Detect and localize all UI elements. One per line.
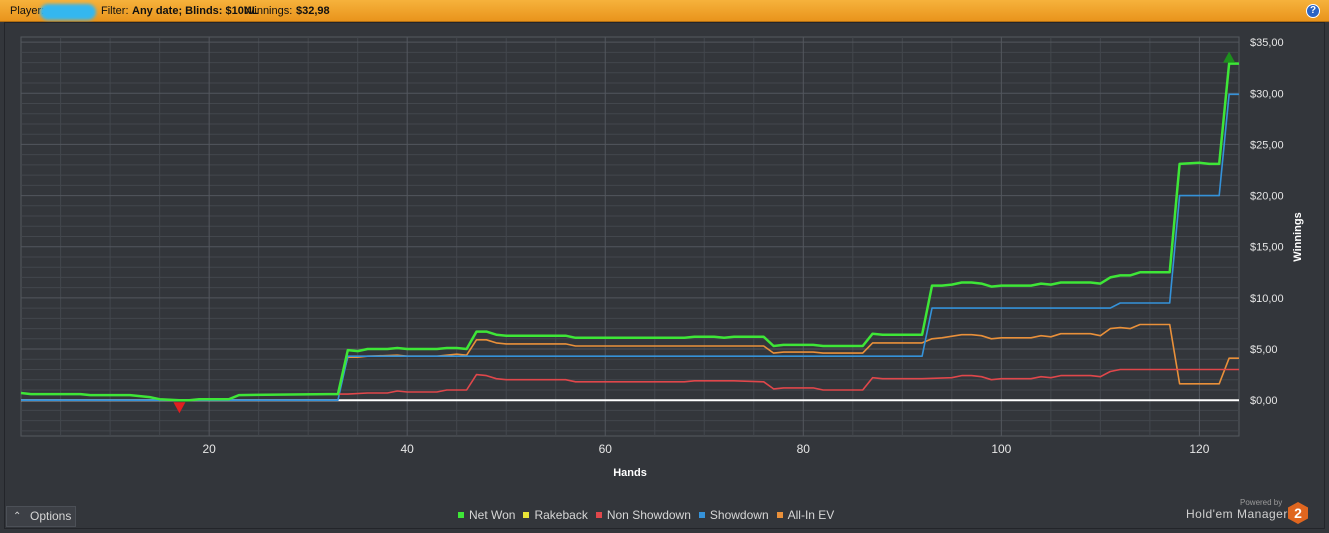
hem-logo-number: 2 <box>1294 505 1302 521</box>
series-layer <box>20 62 1239 402</box>
legend-swatch <box>776 512 783 518</box>
y-tick-label: $20,00 <box>1250 191 1284 203</box>
help-icon[interactable]: ? <box>1306 4 1320 18</box>
x-tick-label: 80 <box>797 442 811 456</box>
legend-label: All-In EV <box>787 508 835 522</box>
x-axis-ticks: 20 40 60 80 100 120 <box>202 442 1209 456</box>
x-tick-label: 20 <box>202 442 216 456</box>
y-axis-ticks: $0,00 $5,00 $10,00 $15,00 $20,00 $25,00 $30,00… <box>1250 37 1284 407</box>
player-label: Player: <box>10 5 45 17</box>
max-marker <box>1223 51 1236 63</box>
player-name-redacted <box>40 4 96 20</box>
legend-swatch <box>458 512 464 518</box>
legend-swatch <box>595 512 602 518</box>
legend-item-rakeback[interactable]: Rakeback <box>523 508 588 522</box>
series-line-all-in-ev <box>20 323 1239 401</box>
hem-logo-badge: 2 <box>1288 502 1308 524</box>
options-button[interactable]: ⌃ Options <box>6 506 76 527</box>
legend-label: Rakeback <box>534 508 588 522</box>
product-name: Hold'em Manager <box>1186 507 1288 521</box>
powered-by-text: Powered by <box>1240 498 1283 507</box>
legend-item-showdown[interactable]: Showdown <box>698 508 769 522</box>
series-line-showdown <box>21 93 1239 401</box>
min-marker <box>173 402 186 414</box>
legend-swatch <box>698 512 705 518</box>
legend-item-net-won[interactable]: Net Won <box>458 508 515 522</box>
hem-logo-hex <box>1288 502 1308 524</box>
x-tick-label: 40 <box>401 442 415 456</box>
winnings-value: $32,98 <box>296 5 330 17</box>
x-tick-label: 120 <box>1189 442 1209 456</box>
x-axis-label: Hands <box>613 467 647 479</box>
legend-label: Non Showdown <box>606 508 691 522</box>
marker-layer <box>173 51 1236 414</box>
y-tick-label: $35,00 <box>1250 37 1284 49</box>
legend-item-non-showdown[interactable]: Non Showdown <box>595 508 691 522</box>
y-axis-label: Winnings <box>1292 212 1304 261</box>
winnings-label: Winnings: <box>244 5 293 17</box>
y-tick-label: $10,00 <box>1250 293 1284 305</box>
legend-item-all-in-ev[interactable]: All-In EV <box>776 508 835 522</box>
chart-legend: Net Won Rakeback Non Showdown Showdown All-I… <box>458 508 842 524</box>
chevron-up-icon: ⌃ <box>13 511 22 522</box>
x-tick-label: 100 <box>991 442 1011 456</box>
y-tick-label: $15,00 <box>1250 242 1284 254</box>
options-label: Options <box>30 509 72 523</box>
filter-value: Any date; Blinds: $10NL <box>132 5 259 17</box>
series-line-net-won <box>20 62 1239 402</box>
y-tick-label: $0,00 <box>1250 395 1278 407</box>
legend-label: Showdown <box>709 508 769 522</box>
filter-bar: Player: Filter: Any date; Blinds: $10NL … <box>0 0 1329 22</box>
legend-swatch <box>523 512 530 518</box>
y-tick-label: $5,00 <box>1250 344 1278 356</box>
y-tick-label: $30,00 <box>1250 88 1284 100</box>
y-tick-label: $25,00 <box>1250 139 1284 151</box>
legend-label: Net Won <box>469 508 516 522</box>
graph-panel <box>4 22 1325 529</box>
filter-label: Filter: <box>101 5 129 17</box>
x-tick-label: 60 <box>599 442 613 456</box>
series-line-non-showdown <box>20 368 1239 401</box>
